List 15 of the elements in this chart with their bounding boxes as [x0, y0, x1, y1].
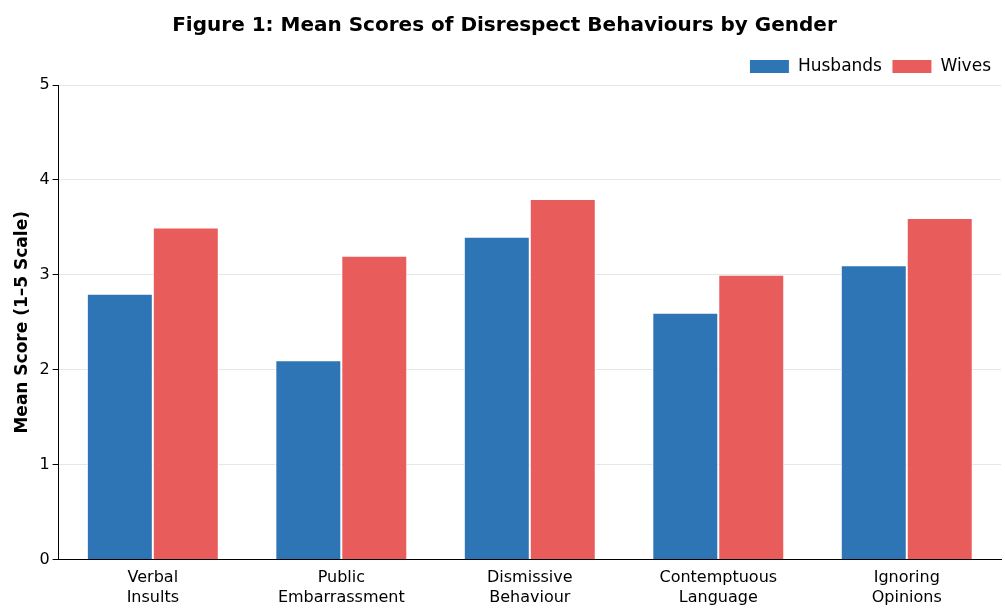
- y-tick-label: 4: [39, 169, 50, 189]
- y-tick-label: 2: [39, 358, 50, 378]
- y-tick-label: 1: [39, 453, 50, 473]
- y-tick-label: 0: [39, 548, 50, 568]
- legend-label: Wives: [940, 54, 992, 75]
- x-tick-label: Ignoring Opinions: [871, 567, 942, 606]
- y-tick-label: 3: [39, 264, 50, 283]
- legend-label: Husbands: [797, 54, 883, 75]
- y-tick-label: 5: [39, 74, 50, 94]
- x-tick-label: Contemptuous Language: [659, 567, 778, 606]
- x-tick-label: Dismissive Behaviour: [487, 567, 573, 606]
- y-axis-title: Mean Score (1–5 Scale): [10, 211, 31, 434]
- x-tick-label: Public Embarrassment: [277, 567, 405, 606]
- x-tick-label: Verbal Insults: [126, 567, 180, 606]
- chart-title: Figure 1: Mean Scores of Disrespect Behaviours by Gender: [172, 12, 837, 37]
